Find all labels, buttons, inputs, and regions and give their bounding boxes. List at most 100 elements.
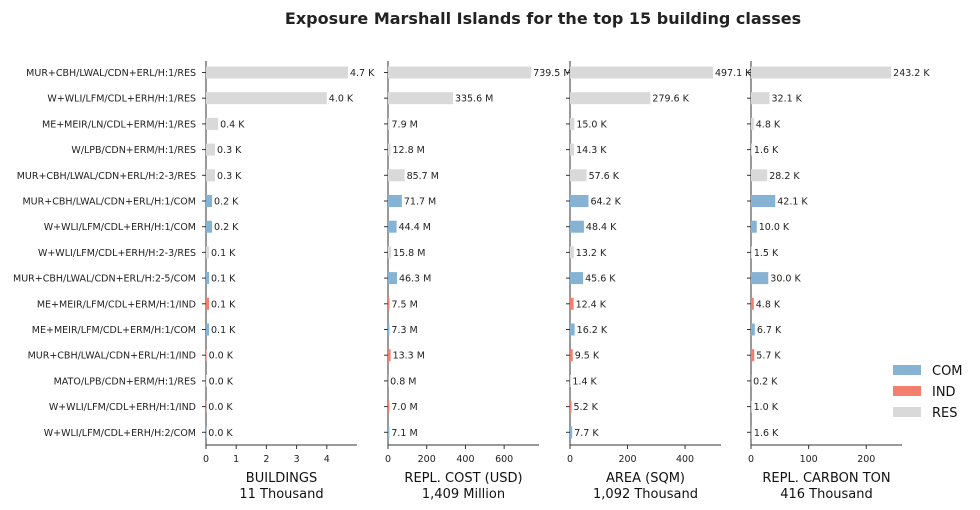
- bar: [206, 272, 210, 285]
- value-label: 12.4 K: [576, 299, 607, 310]
- bar: [751, 272, 769, 285]
- value-label: 0.2 K: [753, 376, 778, 387]
- bar: [751, 143, 752, 156]
- chart-legend: COM IND RES: [893, 364, 963, 421]
- value-label: 46.3 M: [399, 274, 431, 285]
- value-label: 0.1 K: [211, 248, 236, 259]
- value-label: 6.7 K: [757, 325, 782, 336]
- bar: [388, 66, 532, 79]
- x-tick-label: 1: [233, 454, 239, 465]
- category-label: MUR+CBH/LWAL/CDN+ERL/H:1/COM: [22, 197, 196, 208]
- x-tick-label: 100: [800, 454, 818, 465]
- category-label: MUR+CBH/LWAL/CDN+ERL/H:2-3/RES: [17, 171, 196, 182]
- x-tick-label: 0: [567, 454, 573, 465]
- x-tick-label: 200: [418, 454, 436, 465]
- legend-label-res: RES: [932, 406, 958, 421]
- value-label: 1.0 K: [754, 402, 779, 413]
- bar: [388, 169, 405, 182]
- bar: [751, 349, 755, 362]
- bar: [206, 169, 216, 182]
- x-tick-label: 0: [203, 454, 209, 465]
- value-label: 0.0 K: [208, 428, 233, 439]
- value-label: 0.2 K: [214, 197, 239, 208]
- category-label: MUR+CBH/LWAL/CDN+ERL/H:2-5/COM: [13, 274, 196, 285]
- x-axis-label: REPL. CARBON TON: [762, 471, 890, 486]
- bar: [570, 246, 574, 259]
- bar: [751, 169, 768, 182]
- value-label: 7.1 M: [391, 428, 417, 439]
- x-tick-label: 2: [263, 454, 269, 465]
- value-label: 0.1 K: [211, 299, 236, 310]
- x-axis-total: 1,092 Thousand: [593, 487, 698, 502]
- category-label: ME+MEIR/LN/CDL+ERM/H:1/RES: [42, 119, 196, 130]
- value-label: 4.8 K: [756, 119, 781, 130]
- bar: [206, 143, 216, 156]
- value-label: 42.1 K: [777, 197, 808, 208]
- category-label: W+WLI/LFM/CDL+ERH/H:1/IND: [49, 402, 196, 413]
- value-label: 335.6 M: [455, 94, 493, 105]
- value-label: 7.9 M: [392, 119, 418, 130]
- bar: [570, 426, 573, 439]
- value-label: 15.8 M: [393, 248, 425, 259]
- value-label: 0.8 M: [390, 376, 416, 387]
- legend-label-ind: IND: [932, 385, 956, 400]
- bar: [751, 426, 752, 439]
- bar: [388, 195, 402, 207]
- x-tick-label: 600: [495, 454, 513, 465]
- x-axis-total: 11 Thousand: [239, 487, 323, 502]
- value-label: 0.3 K: [217, 171, 242, 182]
- bar: [206, 195, 213, 207]
- legend-label-com: COM: [932, 364, 963, 379]
- legend-swatch-res: [893, 407, 921, 417]
- value-label: 30.0 K: [770, 274, 801, 285]
- value-label: 0.0 K: [209, 376, 234, 387]
- bar: [570, 143, 575, 156]
- value-label: 7.0 M: [391, 402, 417, 413]
- bar: [570, 117, 575, 130]
- value-label: 57.6 K: [589, 171, 620, 182]
- bar: [388, 272, 397, 285]
- bar: [570, 169, 587, 182]
- category-label: W+WLI/LFM/CDL+ERH/H:1/COM: [44, 222, 196, 233]
- value-label: 0.2 K: [214, 222, 239, 233]
- x-axis-label: AREA (SQM): [606, 471, 685, 486]
- bar: [751, 66, 892, 79]
- bar: [570, 220, 584, 233]
- bar: [388, 92, 453, 105]
- value-label: 243.2 K: [893, 68, 930, 79]
- bar: [751, 117, 754, 130]
- value-label: 739.5 M: [533, 68, 571, 79]
- bar: [388, 400, 390, 413]
- bar: [206, 297, 210, 310]
- value-label: 7.3 M: [391, 325, 417, 336]
- value-label: 14.3 K: [576, 145, 607, 156]
- panel-3: 0 200 400 AREA (SQM)1,092 Thousand 497.1 K 27…: [566, 61, 752, 502]
- category-label: MATO/LPB/CDN+ERM/H:1/RES: [54, 376, 196, 387]
- x-tick-label: 0: [748, 454, 754, 465]
- bar: [751, 92, 770, 105]
- bar: [570, 323, 575, 336]
- bar: [570, 272, 584, 285]
- value-label: 4.7 K: [350, 68, 375, 79]
- bar: [570, 92, 651, 105]
- chart-title: Exposure Marshall Islands for the top 15…: [285, 9, 801, 28]
- value-label: 0.0 K: [208, 402, 233, 413]
- bar: [206, 117, 219, 130]
- value-label: 13.3 M: [393, 351, 425, 362]
- category-label: W/LPB/CDN+ERM/H:1/RES: [71, 145, 196, 156]
- bar: [206, 92, 327, 105]
- legend-swatch-ind: [893, 386, 921, 396]
- bar: [388, 143, 391, 156]
- bar: [751, 195, 776, 207]
- bar: [751, 323, 755, 336]
- x-axis-label: REPL. COST (USD): [404, 471, 522, 486]
- value-label: 279.6 K: [652, 94, 689, 105]
- category-label: W+WLI/LFM/CDL+ERH/H:1/RES: [47, 94, 196, 105]
- value-label: 64.2 K: [590, 197, 621, 208]
- category-label: ME+MEIR/LFM/CDL+ERM/H:1/IND: [37, 299, 196, 310]
- x-tick-label: 4: [324, 454, 330, 465]
- value-label: 1.5 K: [754, 248, 779, 259]
- value-label: 85.7 M: [407, 171, 439, 182]
